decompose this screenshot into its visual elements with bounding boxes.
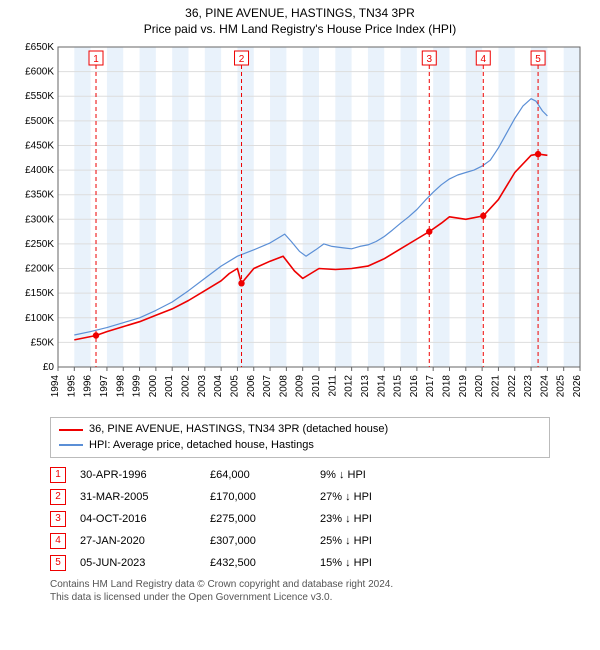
svg-text:2002: 2002 xyxy=(181,375,192,398)
sale-marker-box: 3 xyxy=(50,511,66,527)
svg-text:2020: 2020 xyxy=(474,375,485,398)
legend-item: HPI: Average price, detached house, Hast… xyxy=(59,438,541,453)
svg-text:2014: 2014 xyxy=(376,375,387,398)
svg-text:2009: 2009 xyxy=(295,375,306,398)
chart-area: £0 £50K £100K £150K £200K £250K £300K £350K £400… xyxy=(10,41,590,411)
svg-text:2010: 2010 xyxy=(311,375,322,398)
sale-date: 31-MAR-2005 xyxy=(80,491,210,503)
sale-price: £307,000 xyxy=(210,535,320,547)
svg-text:2017: 2017 xyxy=(425,375,436,398)
svg-text:2005: 2005 xyxy=(229,375,240,398)
sale-marker-box: 2 xyxy=(50,489,66,505)
sale-delta: 23% ↓ HPI xyxy=(320,513,440,525)
svg-text:£250K: £250K xyxy=(25,239,54,250)
sale-marker-box: 4 xyxy=(50,533,66,549)
sale-price: £432,500 xyxy=(210,557,320,569)
svg-text:4: 4 xyxy=(480,54,486,65)
svg-text:1999: 1999 xyxy=(132,375,143,398)
svg-text:£0: £0 xyxy=(43,362,55,373)
sale-price: £170,000 xyxy=(210,491,320,503)
svg-text:£500K: £500K xyxy=(25,116,54,127)
svg-text:2003: 2003 xyxy=(197,375,208,398)
sale-price: £275,000 xyxy=(210,513,320,525)
svg-text:2015: 2015 xyxy=(393,375,404,398)
sale-date: 27-JAN-2020 xyxy=(80,535,210,547)
svg-text:£600K: £600K xyxy=(25,67,54,78)
svg-text:2026: 2026 xyxy=(572,375,583,398)
svg-text:2012: 2012 xyxy=(344,375,355,398)
footer-line-2: This data is licensed under the Open Gov… xyxy=(50,591,590,604)
svg-text:£650K: £650K xyxy=(25,42,54,53)
svg-text:£200K: £200K xyxy=(25,264,54,275)
svg-text:£400K: £400K xyxy=(25,165,54,176)
svg-text:2001: 2001 xyxy=(164,375,175,398)
sale-delta: 27% ↓ HPI xyxy=(320,491,440,503)
svg-text:2022: 2022 xyxy=(507,375,518,398)
sales-row: 4 27-JAN-2020£307,00025% ↓ HPI xyxy=(50,530,550,552)
svg-text:2006: 2006 xyxy=(246,375,257,398)
svg-text:2004: 2004 xyxy=(213,375,224,398)
sales-row: 3 04-OCT-2016£275,00023% ↓ HPI xyxy=(50,508,550,530)
footer-line-1: Contains HM Land Registry data © Crown c… xyxy=(50,578,590,591)
sale-delta: 25% ↓ HPI xyxy=(320,535,440,547)
svg-text:£300K: £300K xyxy=(25,214,54,225)
sale-delta: 9% ↓ HPI xyxy=(320,469,440,481)
svg-text:2013: 2013 xyxy=(360,375,371,398)
legend-label: HPI: Average price, detached house, Hast… xyxy=(89,438,314,453)
sale-delta: 15% ↓ HPI xyxy=(320,557,440,569)
svg-text:1997: 1997 xyxy=(99,375,110,398)
svg-text:2000: 2000 xyxy=(148,375,159,398)
legend-swatch xyxy=(59,444,83,446)
svg-text:2: 2 xyxy=(239,54,245,65)
legend-label: 36, PINE AVENUE, HASTINGS, TN34 3PR (det… xyxy=(89,422,388,437)
legend-item: 36, PINE AVENUE, HASTINGS, TN34 3PR (det… xyxy=(59,422,541,437)
legend-swatch xyxy=(59,429,83,431)
sales-row: 5 05-JUN-2023£432,50015% ↓ HPI xyxy=(50,552,550,574)
svg-text:5: 5 xyxy=(535,54,541,65)
svg-text:£50K: £50K xyxy=(31,338,55,349)
svg-text:1998: 1998 xyxy=(115,375,126,398)
line-chart: £0 £50K £100K £150K £200K £250K £300K £350K £400… xyxy=(10,41,590,411)
chart-subtitle: Price paid vs. HM Land Registry's House … xyxy=(10,22,590,38)
sales-table: 130-APR-1996£64,0009% ↓ HPI231-MAR-2005£… xyxy=(50,464,550,574)
svg-text:2011: 2011 xyxy=(327,375,338,397)
sale-date: 30-APR-1996 xyxy=(80,469,210,481)
sale-date: 04-OCT-2016 xyxy=(80,513,210,525)
svg-text:£350K: £350K xyxy=(25,190,54,201)
svg-text:3: 3 xyxy=(426,54,432,65)
svg-text:£450K: £450K xyxy=(25,141,54,152)
chart-title: 36, PINE AVENUE, HASTINGS, TN34 3PR xyxy=(10,6,590,22)
footer-attribution: Contains HM Land Registry data © Crown c… xyxy=(50,578,590,604)
svg-text:2008: 2008 xyxy=(278,375,289,398)
sale-date: 05-JUN-2023 xyxy=(80,557,210,569)
sale-marker-box: 1 xyxy=(50,467,66,483)
svg-text:2016: 2016 xyxy=(409,375,420,398)
sales-row: 1 30-APR-1996£64,0009% ↓ HPI xyxy=(50,464,550,486)
legend: 36, PINE AVENUE, HASTINGS, TN34 3PR (det… xyxy=(50,417,550,458)
sale-price: £64,000 xyxy=(210,469,320,481)
svg-text:2019: 2019 xyxy=(458,375,469,398)
svg-text:1996: 1996 xyxy=(83,375,94,398)
sales-row: 2 31-MAR-2005£170,00027% ↓ HPI xyxy=(50,486,550,508)
svg-text:1995: 1995 xyxy=(66,375,77,398)
svg-text:£150K: £150K xyxy=(25,288,54,299)
svg-text:2018: 2018 xyxy=(442,375,453,398)
svg-text:£550K: £550K xyxy=(25,91,54,102)
svg-text:1994: 1994 xyxy=(50,375,61,398)
chart-container: 36, PINE AVENUE, HASTINGS, TN34 3PR Pric… xyxy=(0,0,600,608)
svg-text:2025: 2025 xyxy=(556,375,567,398)
svg-text:1: 1 xyxy=(93,54,99,65)
svg-text:2021: 2021 xyxy=(490,375,501,398)
sale-marker-box: 5 xyxy=(50,555,66,571)
svg-text:£100K: £100K xyxy=(25,313,54,324)
svg-text:2024: 2024 xyxy=(539,375,550,398)
svg-text:2023: 2023 xyxy=(523,375,534,398)
svg-text:2007: 2007 xyxy=(262,375,273,398)
